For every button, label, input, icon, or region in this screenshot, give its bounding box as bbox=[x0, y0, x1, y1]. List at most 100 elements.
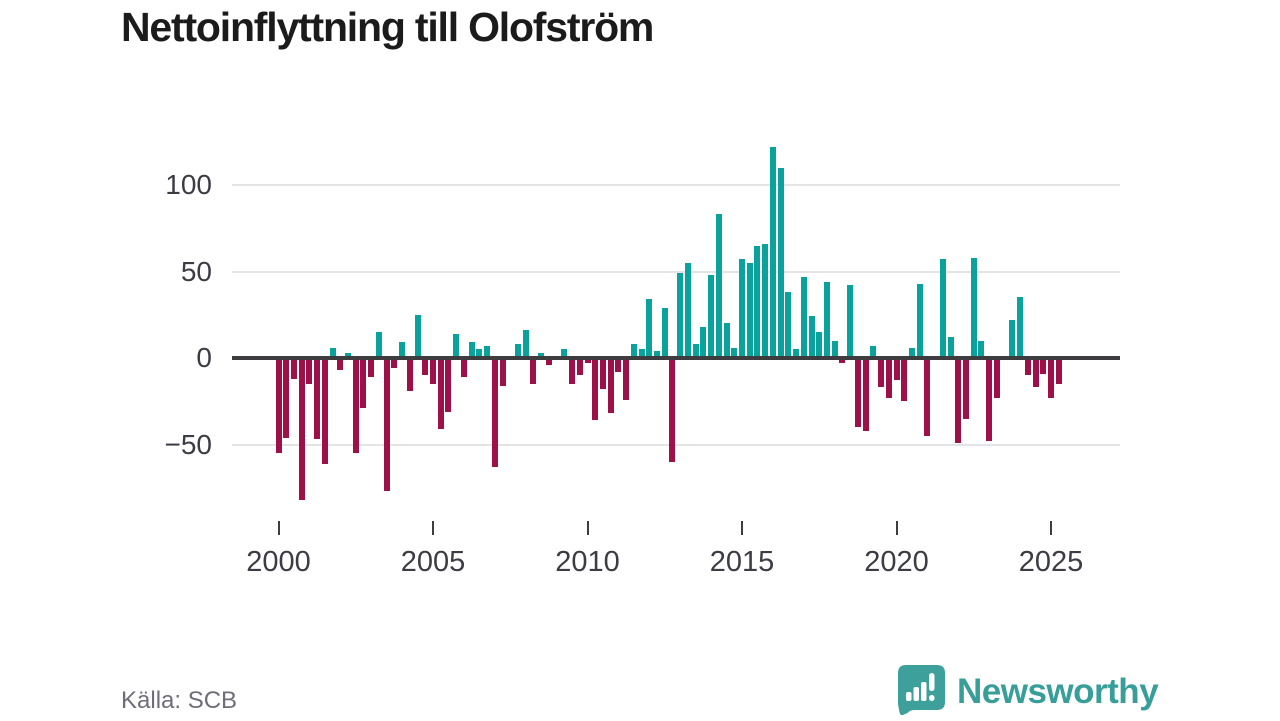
bar-2009-Q4 bbox=[576, 356, 583, 376]
bar-2004-Q2 bbox=[406, 356, 413, 391]
bar-2006-Q1 bbox=[460, 356, 467, 378]
bar-2005-Q2 bbox=[437, 356, 444, 429]
bar-2006-Q2 bbox=[468, 342, 475, 360]
bar-2010-Q2 bbox=[592, 356, 599, 421]
bar-2015-Q4 bbox=[762, 243, 769, 360]
bar-2002-Q1 bbox=[337, 356, 344, 371]
bar-2024-Q2 bbox=[1024, 356, 1031, 376]
bar-2022-Q2 bbox=[963, 356, 970, 419]
bar-2017-Q4 bbox=[823, 281, 830, 360]
bar-2001-Q3 bbox=[321, 356, 328, 464]
bar-2021-Q4 bbox=[947, 337, 954, 360]
bar-2025-Q1 bbox=[1048, 356, 1054, 398]
y-axis-label: 50 bbox=[180, 255, 212, 287]
bar-2020-Q3 bbox=[908, 347, 915, 360]
bar-2001-Q1 bbox=[306, 356, 313, 384]
bar-2020-Q1 bbox=[893, 356, 900, 381]
x-tick bbox=[277, 521, 280, 535]
bar-2009-Q3 bbox=[569, 356, 576, 384]
bar-2012-Q3 bbox=[661, 307, 668, 360]
bar-2019-Q2 bbox=[870, 345, 877, 360]
bar-2013-Q3 bbox=[692, 344, 699, 360]
bar-2016-Q2 bbox=[777, 167, 784, 360]
bar-2016-Q4 bbox=[793, 349, 800, 360]
bar-2005-Q4 bbox=[453, 333, 460, 360]
bar-2023-Q2 bbox=[993, 356, 1000, 398]
bar-2007-Q1 bbox=[491, 356, 498, 467]
bar-2000-Q3 bbox=[290, 356, 297, 379]
gridline bbox=[232, 443, 1120, 446]
bar-2000-Q4 bbox=[298, 356, 305, 500]
bar-2006-Q4 bbox=[484, 345, 491, 360]
bar-2009-Q2 bbox=[561, 349, 568, 360]
bar-2014-Q3 bbox=[723, 323, 730, 360]
bar-2013-Q2 bbox=[684, 262, 691, 360]
x-tick bbox=[432, 521, 434, 535]
bar-2015-Q2 bbox=[746, 262, 753, 360]
bar-2005-Q1 bbox=[430, 356, 436, 384]
x-tick bbox=[586, 521, 589, 535]
x-axis-label: 2020 bbox=[864, 546, 929, 578]
logo-wordmark: Newsworthy bbox=[957, 672, 1159, 711]
bar-2021-Q3 bbox=[939, 259, 946, 360]
bar-2011-Q4 bbox=[638, 349, 645, 360]
bar-2000-Q1 bbox=[275, 356, 282, 454]
bar-2002-Q4 bbox=[360, 356, 367, 409]
x-axis-label: 2010 bbox=[555, 546, 620, 578]
source-label: Källa: SCB bbox=[121, 687, 238, 714]
x-axis-label: 2000 bbox=[246, 546, 311, 578]
bar-2003-Q1 bbox=[368, 356, 375, 378]
y-axis-label: −50 bbox=[164, 428, 213, 460]
bar-2008-Q4 bbox=[545, 356, 552, 365]
x-axis-label: 2015 bbox=[709, 546, 775, 578]
bar-2023-Q1 bbox=[986, 356, 993, 442]
bar-2019-Q1 bbox=[862, 356, 869, 431]
page-title: Nettoinflyttning till Olofström bbox=[121, 4, 654, 50]
bar-2005-Q3 bbox=[445, 356, 452, 412]
bar-2025-Q2 bbox=[1055, 356, 1062, 384]
bar-2012-Q2 bbox=[654, 351, 661, 360]
bar-2017-Q1 bbox=[800, 276, 807, 360]
bar-2022-Q1 bbox=[955, 356, 962, 443]
x-axis-label: 2025 bbox=[1018, 546, 1084, 578]
bar-2024-Q4 bbox=[1040, 356, 1047, 374]
bar-2012-Q1 bbox=[646, 299, 653, 360]
bar-2012-Q4 bbox=[669, 356, 676, 462]
bar-2011-Q1 bbox=[615, 356, 622, 372]
bar-2004-Q3 bbox=[414, 314, 421, 360]
bar-2000-Q2 bbox=[283, 356, 290, 438]
bar-2018-Q4 bbox=[854, 356, 861, 428]
bar-2024-Q1 bbox=[1017, 297, 1024, 360]
bar-2022-Q4 bbox=[978, 340, 985, 360]
bar-2011-Q3 bbox=[630, 344, 637, 360]
logo-bubble-icon bbox=[897, 664, 946, 721]
bar-2017-Q2 bbox=[808, 316, 815, 360]
bar-2014-Q2 bbox=[715, 214, 722, 360]
bar-2018-Q3 bbox=[847, 285, 854, 360]
bar-2014-Q4 bbox=[731, 347, 738, 360]
y-axis-label: 100 bbox=[165, 169, 212, 200]
zero-axis-line bbox=[232, 356, 1120, 360]
bar-2001-Q2 bbox=[314, 356, 321, 440]
bar-2003-Q3 bbox=[383, 356, 390, 492]
bar-2003-Q4 bbox=[391, 356, 398, 369]
y-axis-label: 0 bbox=[196, 342, 212, 373]
bar-2010-Q4 bbox=[607, 356, 614, 414]
bar-2019-Q3 bbox=[878, 356, 885, 388]
x-tick bbox=[741, 521, 743, 535]
newsworthy-logo: Newsworthy bbox=[897, 664, 1159, 721]
bar-2004-Q4 bbox=[422, 356, 429, 376]
bar-2008-Q1 bbox=[522, 330, 529, 360]
bar-2017-Q3 bbox=[816, 332, 823, 360]
bar-2022-Q3 bbox=[970, 257, 977, 360]
bar-2016-Q1 bbox=[769, 146, 776, 360]
x-tick bbox=[1050, 521, 1052, 535]
bar-2007-Q4 bbox=[514, 344, 521, 360]
bar-2023-Q4 bbox=[1009, 319, 1016, 360]
gridline bbox=[232, 184, 1120, 186]
bar-2013-Q1 bbox=[677, 273, 684, 360]
bar-2024-Q3 bbox=[1032, 356, 1039, 388]
bar-2021-Q1 bbox=[924, 356, 931, 436]
bar-2003-Q2 bbox=[375, 332, 382, 360]
